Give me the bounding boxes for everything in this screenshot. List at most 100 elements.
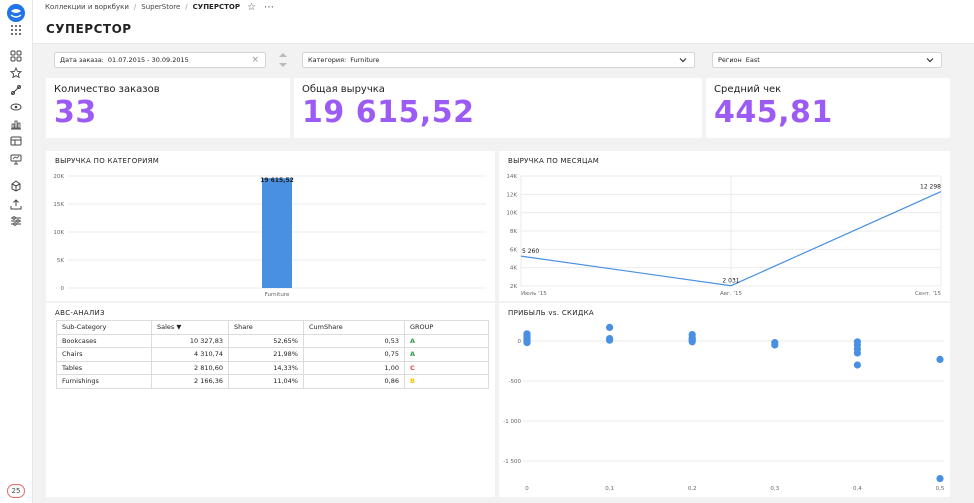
marketplace-icon[interactable]: [10, 180, 22, 192]
scatter-point: [688, 335, 696, 343]
x-tick-label: 0,4: [853, 486, 862, 492]
x-tick-label: Furniture: [265, 292, 290, 298]
table-cell-group: C: [404, 360, 489, 375]
column-header-subcategory[interactable]: Sub-Category: [56, 320, 152, 335]
scatter-point: [936, 475, 944, 483]
column-header-share[interactable]: Share: [228, 320, 304, 335]
data-label: 5 260: [522, 248, 539, 255]
table-cell-share: 11,04%: [228, 374, 304, 389]
y-tick-label: 12K: [506, 192, 517, 198]
breadcrumb-superstore[interactable]: SuperStore: [141, 3, 181, 11]
x-tick-label: 0,1: [605, 486, 614, 492]
page-header: СУПЕРСТОР: [33, 14, 974, 44]
table-cell-cum: 0,53: [303, 333, 405, 348]
table-cell-share: 21,98%: [228, 347, 304, 362]
x-tick-label: 0: [525, 486, 529, 492]
breadcrumb: Коллекции и воркбуки / SuperStore / СУПЕ…: [33, 0, 974, 14]
kpi-title: Количество заказов: [54, 84, 160, 95]
table-row: Furnishings 2 166,36 11,04% 0,86 B: [56, 374, 489, 389]
category-filter[interactable]: Категория: Furniture: [302, 52, 695, 68]
chevron-down-icon[interactable]: [925, 55, 935, 65]
table-row: Bookcases 10 327,83 52,65% 0,53 A: [56, 333, 489, 348]
clear-icon[interactable]: ×: [251, 55, 259, 65]
table-cell-sales: 2 810,60: [151, 360, 229, 375]
y-tick-label: 14K: [506, 174, 517, 180]
table-row: Tables 2 810,60 14,33% 1,00 C: [56, 360, 489, 375]
y-tick-label: 0: [518, 339, 522, 345]
kpi-value: 19 615,52: [302, 95, 475, 130]
data-label: 19 615,52: [260, 177, 294, 184]
filter-scroll-arrows[interactable]: [277, 50, 289, 70]
chart-title: ВЫРУЧКА ПО КАТЕГОРИЯМ: [55, 157, 160, 165]
kpi-title: Средний чек: [714, 84, 782, 95]
data-label: 12 298: [920, 184, 941, 191]
abc-table: Sub-Category Sales ▼ Share CumShare GROU…: [56, 320, 489, 389]
more-options-icon[interactable]: ⋯: [263, 1, 275, 13]
category-filter-value: Furniture: [350, 56, 380, 64]
column-header-sales[interactable]: Sales ▼: [151, 320, 229, 335]
breadcrumb-current: СУПЕРСТОР: [192, 3, 240, 11]
table-cell-sub: Bookcases: [56, 333, 152, 348]
series-line: [520, 191, 942, 287]
scatter-chart: 0 -500 -1 000 -1 500 0 0,1 0,2 0,3 0,4 0,5: [503, 323, 945, 492]
dashboards-icon[interactable]: [10, 135, 22, 147]
y-tick-label: 4K: [510, 266, 517, 272]
date-filter-label: Дата заказа:: [60, 56, 104, 64]
date-filter-value: 01.07.2015 - 30.09.2015: [107, 56, 189, 64]
x-tick-label: 0,5: [936, 486, 945, 492]
upload-icon[interactable]: [10, 198, 22, 210]
table-row: Chairs 4 310,74 21,98% 0,75 A: [56, 347, 489, 362]
scatter-point: [606, 323, 614, 331]
table-cell-sales: 2 166,36: [151, 374, 229, 389]
bar: [262, 178, 292, 288]
y-tick-label: 20K: [53, 174, 64, 180]
kpi-value: 33: [54, 95, 97, 130]
chart-title: ВЫРУЧКА ПО МЕСЯЦАМ: [508, 157, 600, 165]
region-filter-value: East: [745, 56, 760, 64]
x-tick-label: Сент. '15: [915, 291, 942, 297]
x-tick-label: 0,2: [688, 486, 697, 492]
favorite-star-icon[interactable]: ☆: [246, 1, 256, 13]
kpi-title: Общая выручка: [302, 84, 385, 95]
kpi-orders-count: Количество заказов 33: [46, 78, 290, 138]
column-header-cumshare[interactable]: CumShare: [303, 320, 405, 335]
connections-icon[interactable]: [10, 84, 22, 96]
kpi-average-check: Средний чек 445,81: [706, 78, 950, 138]
kpi-value: 445,81: [714, 95, 833, 130]
table-cell-group: B: [404, 374, 489, 389]
charts-icon[interactable]: [10, 118, 22, 130]
breadcrumb-separator: /: [185, 3, 188, 11]
chart-revenue-by-category: ВЫРУЧКА ПО КАТЕГОРИЯМ 0 5K 10K 15K 20K 19 615…: [46, 151, 495, 301]
favorites-star-icon[interactable]: [10, 67, 22, 79]
y-tick-label: 10K: [506, 211, 517, 217]
y-tick-label: 8K: [510, 229, 517, 235]
table-cell-sub: Tables: [56, 360, 152, 375]
reports-icon[interactable]: [10, 153, 22, 165]
collections-icon[interactable]: [10, 50, 22, 62]
notifications-badge[interactable]: 25: [7, 484, 25, 498]
scatter-point: [771, 341, 779, 349]
scatter-point: [936, 355, 944, 363]
abc-analysis-panel: АВС-АНАЛИЗ Sub-Category Sales ▼ Share Cu…: [46, 303, 495, 497]
table-cell-cum: 0,86: [303, 374, 405, 389]
table-cell-sales: 4 310,74: [151, 347, 229, 362]
table-cell-cum: 1,00: [303, 360, 405, 375]
apps-grid-icon[interactable]: [10, 24, 22, 36]
scatter-point: [523, 336, 531, 344]
datasets-icon[interactable]: [10, 101, 22, 113]
y-tick-label: -1 500: [503, 459, 521, 465]
category-filter-label: Категория:: [308, 56, 347, 64]
region-filter[interactable]: Регион East: [712, 52, 942, 68]
chevron-down-icon[interactable]: [678, 55, 688, 65]
y-tick-label: 0: [61, 286, 65, 292]
datalens-logo[interactable]: [6, 3, 26, 23]
page-title: СУПЕРСТОР: [46, 22, 132, 36]
column-header-group[interactable]: GROUP: [404, 320, 489, 335]
breadcrumb-collections[interactable]: Коллекции и воркбуки: [45, 3, 129, 11]
date-filter[interactable]: Дата заказа: 01.07.2015 - 30.09.2015 ×: [54, 52, 266, 68]
scatter-point: [853, 361, 861, 369]
y-tick-label: -500: [509, 379, 522, 385]
settings-sliders-icon[interactable]: [10, 215, 22, 227]
sidebar: 25: [0, 0, 33, 503]
table-cell-sales: 10 327,83: [151, 333, 229, 348]
